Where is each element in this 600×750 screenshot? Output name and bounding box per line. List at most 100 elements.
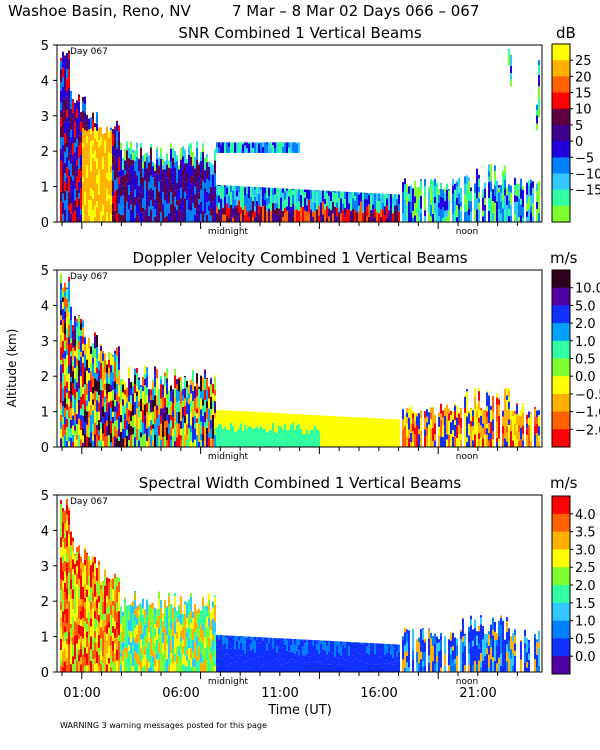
width-unit: m/s — [550, 474, 578, 492]
data-cell — [90, 601, 92, 610]
data-cell — [534, 407, 536, 409]
data-cell — [186, 434, 188, 440]
data-cell — [404, 651, 406, 657]
data-cell — [286, 190, 288, 196]
data-cell — [78, 598, 80, 607]
data-cell — [430, 632, 432, 639]
data-cell — [112, 381, 114, 390]
data-cell — [254, 206, 256, 212]
data-cell — [220, 424, 222, 435]
data-cell — [460, 211, 462, 222]
data-cell — [520, 653, 522, 660]
data-cell — [148, 426, 150, 437]
data-cell — [100, 390, 102, 399]
data-cell — [80, 575, 82, 587]
data-cell — [418, 434, 420, 447]
colorbar-label: −0.5 — [575, 388, 600, 403]
data-cell — [60, 60, 62, 70]
data-cell — [96, 335, 98, 341]
data-cell — [232, 635, 234, 640]
data-cell — [110, 144, 112, 154]
data-cell — [142, 633, 144, 639]
data-cell — [70, 154, 72, 164]
colorbar-label: 10.0 — [575, 282, 600, 297]
data-cell — [70, 599, 72, 612]
data-cell — [288, 188, 290, 197]
data-cell — [490, 164, 492, 170]
data-cell — [376, 193, 378, 201]
data-cell — [196, 413, 198, 419]
data-cell — [80, 335, 82, 342]
data-cell — [118, 203, 120, 214]
data-cell — [346, 209, 348, 222]
data-cell — [70, 108, 72, 117]
data-cell — [502, 620, 504, 633]
data-cell — [142, 376, 144, 387]
data-cell — [82, 562, 84, 573]
data-cell — [428, 628, 430, 630]
data-cell — [386, 205, 388, 218]
data-cell — [114, 590, 116, 602]
data-cell — [112, 145, 114, 156]
data-cell — [60, 527, 62, 538]
data-cell — [94, 171, 96, 179]
data-cell — [342, 203, 344, 210]
data-cell — [292, 652, 294, 660]
data-cell — [430, 179, 432, 188]
data-cell — [366, 663, 368, 672]
data-cell — [282, 660, 284, 672]
data-cell — [82, 435, 84, 443]
data-cell — [268, 660, 270, 666]
data-cell — [376, 441, 378, 447]
data-cell — [516, 189, 518, 197]
data-cell — [258, 428, 260, 435]
data-cell — [72, 347, 74, 361]
data-cell — [206, 627, 208, 637]
data-cell — [248, 211, 250, 217]
data-cell — [312, 211, 314, 217]
data-cell — [108, 633, 110, 647]
data-cell — [66, 504, 68, 515]
data-cell — [352, 426, 354, 438]
data-cell — [366, 646, 368, 653]
data-cell — [290, 645, 292, 652]
data-cell — [232, 190, 234, 200]
data-cell — [188, 171, 190, 180]
data-cell — [492, 629, 494, 636]
data-cell — [114, 162, 116, 172]
data-cell — [116, 629, 118, 638]
data-cell — [62, 437, 64, 447]
data-cell — [396, 198, 398, 206]
data-cell — [102, 390, 104, 399]
data-cell — [312, 645, 314, 652]
data-cell — [250, 186, 252, 188]
data-cell — [276, 142, 278, 144]
data-cell — [444, 408, 446, 416]
data-cell — [300, 440, 302, 447]
data-cell — [118, 403, 120, 410]
data-cell — [330, 415, 332, 419]
data-cell — [420, 645, 422, 652]
data-cell — [334, 199, 336, 207]
data-cell — [250, 203, 252, 210]
data-cell — [266, 190, 268, 198]
data-cell — [274, 637, 276, 648]
data-cell — [144, 180, 146, 194]
data-cell — [164, 640, 166, 650]
data-cell — [512, 428, 514, 441]
data-cell — [138, 665, 140, 672]
data-cell — [162, 180, 164, 193]
data-cell — [264, 412, 266, 417]
data-cell — [178, 646, 180, 651]
header-dates: 7 Mar – 8 Mar 02 Days 066 – 067 — [232, 2, 479, 20]
data-cell — [288, 667, 290, 672]
data-cell — [478, 631, 480, 644]
data-cell — [482, 411, 484, 418]
data-cell — [66, 567, 68, 576]
data-cell — [76, 617, 78, 624]
data-cell — [256, 187, 258, 193]
data-cell — [180, 641, 182, 653]
data-cell — [190, 667, 192, 672]
data-cell — [212, 601, 214, 608]
data-cell — [66, 287, 68, 289]
